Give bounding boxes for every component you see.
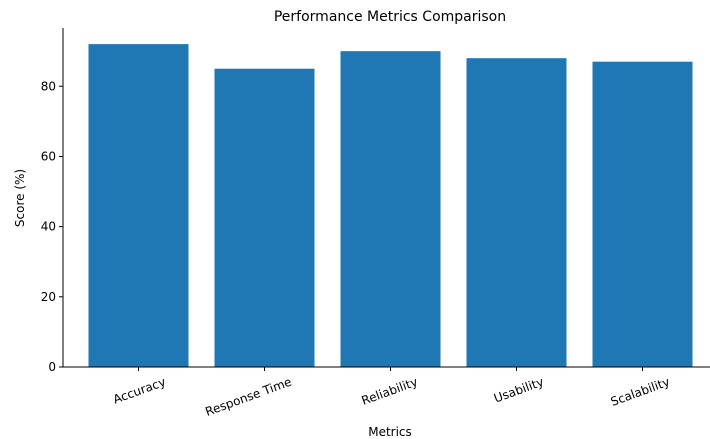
y-tick-label: 20 xyxy=(41,290,56,304)
x-tick-label: Response Time xyxy=(203,375,293,419)
bar-scalability xyxy=(592,61,693,367)
x-tick-label: Reliability xyxy=(360,375,420,408)
chart-title: Performance Metrics Comparison xyxy=(274,9,506,25)
y-tick-label: 40 xyxy=(41,220,56,234)
bar-reliability xyxy=(340,51,441,367)
bar-response-time xyxy=(214,68,315,368)
x-tick-label: Usability xyxy=(492,375,545,406)
x-ticks-group: Accuracy Response Time Reliability Usabilit… xyxy=(111,367,672,419)
y-tick-label: 80 xyxy=(41,79,56,93)
bar-usability xyxy=(466,58,567,368)
x-tick-label: Scalability xyxy=(609,375,672,409)
bars-group xyxy=(88,44,693,368)
y-ticks-group: 0 20 40 60 80 xyxy=(41,79,63,374)
x-tick-label: Accuracy xyxy=(111,375,167,407)
y-tick-label: 60 xyxy=(41,149,56,163)
x-axis-label: Metrics xyxy=(368,425,412,439)
bar-accuracy xyxy=(88,44,189,368)
y-tick-label: 0 xyxy=(48,360,56,374)
y-axis-label: Score (%) xyxy=(13,169,27,227)
